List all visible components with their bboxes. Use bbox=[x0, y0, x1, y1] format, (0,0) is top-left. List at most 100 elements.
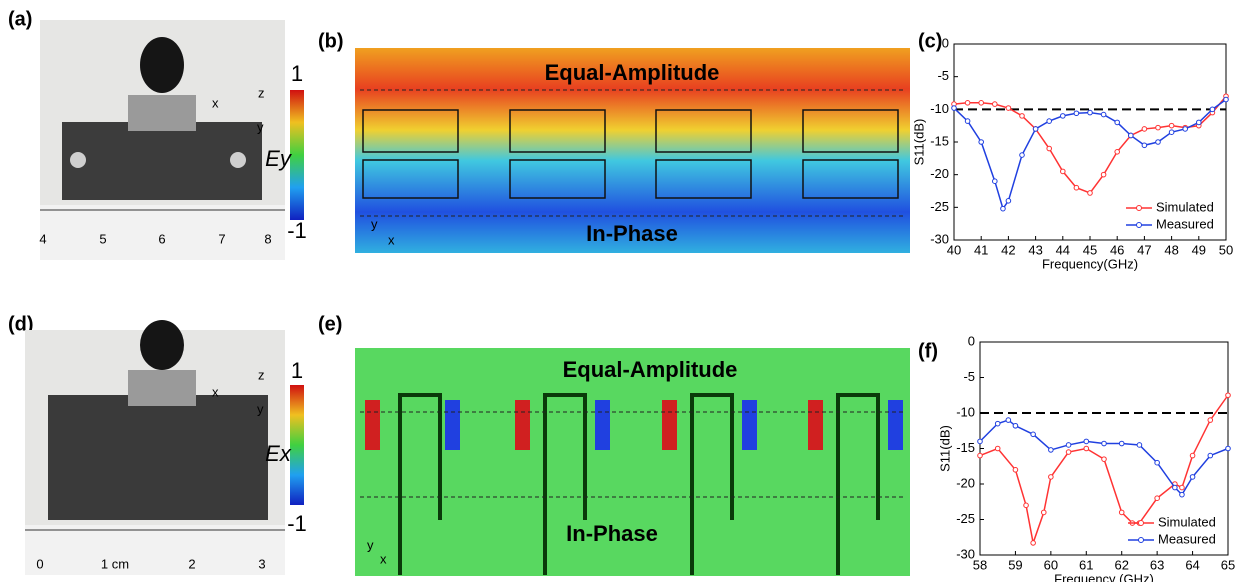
y-axis-label: S11(dB) bbox=[937, 425, 952, 472]
axis-letter: x bbox=[212, 384, 219, 399]
x-tick-label: 65 bbox=[1221, 557, 1235, 572]
data-point bbox=[1102, 441, 1107, 446]
legend-label: Simulated bbox=[1158, 514, 1216, 529]
axis-letter: y bbox=[257, 119, 264, 134]
colorbar-label: 1 bbox=[291, 61, 303, 86]
field-annotation: Equal-Amplitude bbox=[545, 60, 720, 85]
x-tick-label: 46 bbox=[1110, 242, 1124, 257]
data-point bbox=[1115, 120, 1120, 125]
data-point bbox=[1061, 169, 1066, 174]
x-tick-label: 47 bbox=[1137, 242, 1151, 257]
y-tick-label: -5 bbox=[963, 369, 975, 384]
panel-label: (f) bbox=[918, 340, 938, 362]
data-point bbox=[1101, 112, 1106, 117]
data-point bbox=[1013, 423, 1018, 428]
axis-letter: x bbox=[388, 232, 395, 247]
data-point bbox=[1033, 127, 1038, 132]
data-point bbox=[1084, 446, 1089, 451]
data-point bbox=[1156, 140, 1161, 145]
data-point bbox=[1208, 418, 1213, 423]
colorbar-title: Ex bbox=[265, 441, 292, 466]
x-tick-label: 44 bbox=[1056, 242, 1070, 257]
data-point bbox=[1006, 199, 1011, 204]
data-point bbox=[995, 446, 1000, 451]
ruler-label: 1 cm bbox=[101, 556, 129, 571]
x-tick-label: 49 bbox=[1192, 242, 1206, 257]
y-tick-label: -10 bbox=[956, 404, 975, 419]
data-point bbox=[1001, 206, 1006, 211]
ruler-label: 8 bbox=[264, 231, 271, 246]
x-tick-label: 50 bbox=[1219, 242, 1233, 257]
data-point bbox=[978, 439, 983, 444]
y-tick-label: -5 bbox=[937, 68, 949, 83]
data-point bbox=[1049, 475, 1054, 480]
data-point bbox=[1226, 446, 1231, 451]
data-point bbox=[965, 119, 970, 124]
data-point bbox=[1173, 485, 1178, 490]
data-point bbox=[1041, 510, 1046, 515]
legend-marker bbox=[1139, 538, 1144, 543]
data-point bbox=[1031, 432, 1036, 437]
data-point bbox=[1061, 114, 1066, 119]
data-point bbox=[1169, 123, 1174, 128]
data-point bbox=[1137, 443, 1142, 448]
colorbar-label: -1 bbox=[287, 218, 307, 243]
data-point bbox=[1006, 106, 1011, 111]
data-point bbox=[1169, 130, 1174, 135]
axis-letter: x bbox=[212, 95, 219, 110]
data-point bbox=[1156, 125, 1161, 130]
photo-a bbox=[40, 20, 285, 260]
y-tick-label: -10 bbox=[930, 101, 949, 116]
axis-letter: y bbox=[367, 537, 374, 552]
data-point bbox=[1088, 191, 1093, 196]
legend-marker bbox=[1139, 521, 1144, 526]
ruler-label: 2 bbox=[188, 556, 195, 571]
data-point bbox=[1047, 119, 1052, 124]
field-annotation: Equal-Amplitude bbox=[563, 357, 738, 382]
axis-letter: y bbox=[257, 401, 264, 416]
x-tick-label: 61 bbox=[1079, 557, 1093, 572]
x-tick-label: 43 bbox=[1028, 242, 1042, 257]
photo-d bbox=[25, 320, 285, 575]
data-point bbox=[1180, 485, 1185, 490]
data-point bbox=[979, 140, 984, 145]
data-point bbox=[1190, 475, 1195, 480]
ruler-label: 7 bbox=[218, 231, 225, 246]
x-tick-label: 64 bbox=[1185, 557, 1199, 572]
data-point bbox=[1066, 450, 1071, 455]
colorbar-title: Ey bbox=[265, 146, 293, 171]
ruler-label: 6 bbox=[158, 231, 165, 246]
panel-label: (b) bbox=[318, 30, 344, 52]
colorbar-label: 1 bbox=[291, 358, 303, 383]
y-tick-label: -15 bbox=[956, 440, 975, 455]
data-point bbox=[1210, 107, 1215, 112]
data-point bbox=[1226, 393, 1231, 398]
data-point bbox=[1031, 541, 1036, 546]
data-point bbox=[1047, 146, 1052, 151]
x-tick-label: 60 bbox=[1044, 557, 1058, 572]
data-point bbox=[1020, 114, 1025, 119]
x-tick-label: 59 bbox=[1008, 557, 1022, 572]
data-point bbox=[1084, 439, 1089, 444]
y-axis-label: S11(dB) bbox=[911, 119, 926, 166]
x-tick-label: 63 bbox=[1150, 557, 1164, 572]
data-point bbox=[1129, 133, 1134, 138]
legend-label: Simulated bbox=[1156, 199, 1214, 214]
data-point bbox=[1088, 110, 1093, 115]
x-axis-label: Frequency (GHz) bbox=[1054, 571, 1154, 582]
data-point bbox=[1115, 150, 1120, 155]
colorbar-label: -1 bbox=[287, 511, 307, 536]
field-annotation: In-Phase bbox=[586, 221, 678, 246]
data-point bbox=[993, 179, 998, 184]
data-point bbox=[995, 421, 1000, 426]
legend-label: Measured bbox=[1158, 531, 1216, 546]
figure: (a) (b) (c) (d) (e) (f) 4 5 6 7 8 x y z … bbox=[0, 0, 1238, 582]
panel-label: (a) bbox=[8, 8, 32, 30]
data-point bbox=[1074, 111, 1079, 116]
data-point bbox=[1155, 460, 1160, 465]
x-axis-label: Frequency(GHz) bbox=[1042, 256, 1138, 271]
ruler-label: 0 bbox=[36, 556, 43, 571]
data-point bbox=[978, 453, 983, 458]
y-tick-label: -25 bbox=[956, 511, 975, 526]
x-tick-label: 48 bbox=[1164, 242, 1178, 257]
